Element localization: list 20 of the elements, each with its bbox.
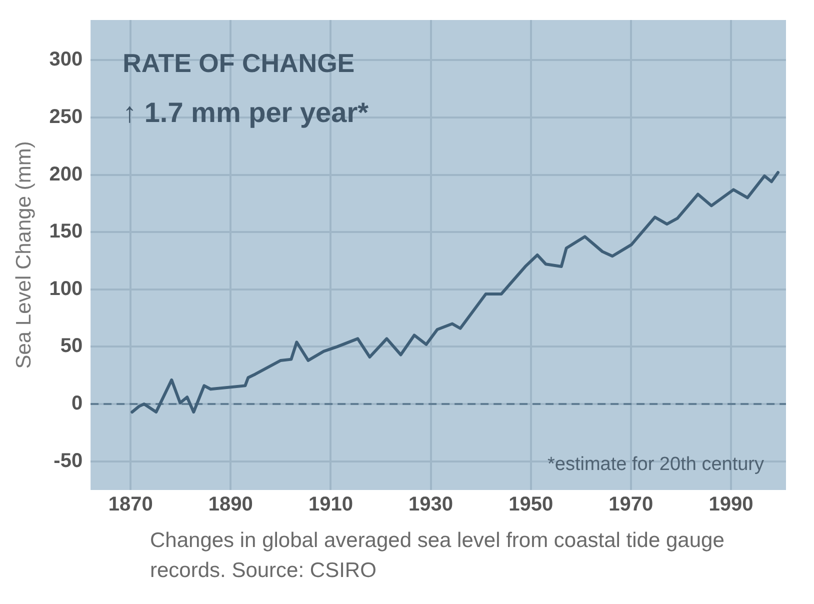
x-tick-label: 1890 [208,494,253,516]
x-tick-label: 1950 [508,494,554,516]
y-tick-label: 0 [71,392,83,415]
y-tick-label: 250 [49,106,83,128]
y-tick-label: 100 [49,278,83,300]
y-axis-title: Sea Level Change (mm) [12,141,36,369]
y-tick-label: -50 [54,450,83,472]
y-tick-label: 150 [49,220,83,243]
text: ↑ 1.7 mm per year* [122,97,369,128]
y-tick-label: 50 [60,335,83,358]
x-tick-label: 1930 [408,494,454,516]
x-tick-label: 1870 [108,494,153,516]
x-tick-label: 1910 [308,494,353,516]
text: Changes in global averaged sea level from coastal tide gauge records. Source: CSIRO [150,528,726,584]
y-tick-label: 300 [49,48,83,71]
y-tick-label: 200 [49,163,83,186]
x-tick-label: 1970 [608,494,654,516]
text: RATE OF CHANGE [122,48,355,78]
x-tick-label: 1990 [708,494,754,516]
annotation: *estimate for 20th century [548,454,764,475]
